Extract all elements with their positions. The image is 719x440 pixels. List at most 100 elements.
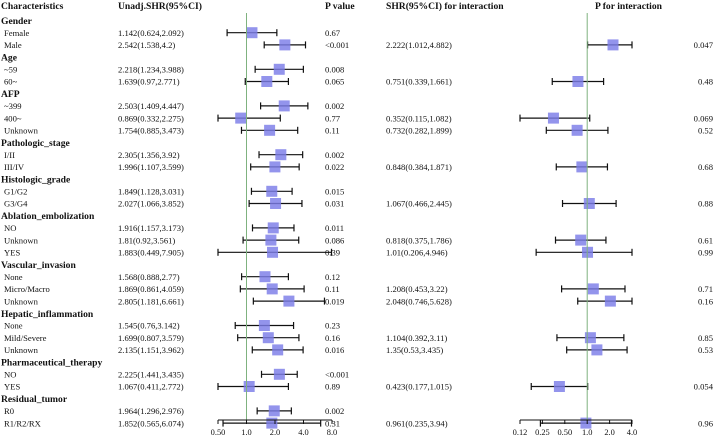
row-label: Unknown	[4, 296, 39, 306]
p-value: 0.11	[325, 126, 340, 136]
panel1-tick-label: 8.0	[327, 428, 337, 437]
p-interaction-value: 0.61	[698, 235, 713, 245]
interaction-shr-value: 0.352(0.115,1.082)	[386, 113, 452, 123]
unadj-shr-value: 2.027(1.066,3.852)	[118, 199, 184, 209]
unadj-shr-value: 0.869(0.332,2.275)	[118, 113, 184, 123]
panel2-point-estimate-27	[591, 344, 603, 356]
p-value: 0.008	[325, 65, 344, 75]
panel2-point-estimate-18	[575, 234, 587, 246]
panel2-point-estimate-15	[583, 198, 595, 209]
p-value: 0.31	[325, 418, 340, 428]
row-label: NO	[4, 223, 16, 233]
p-interaction-value: 0.88	[698, 199, 713, 209]
panel1-tick-label: 4.0	[298, 428, 308, 437]
p-value: 0.77	[325, 113, 341, 123]
row-label: ~59	[4, 65, 17, 75]
row-label: I/II	[4, 150, 15, 160]
panel1-point-estimate-22	[266, 283, 278, 295]
panel2-tick-label: 0.12	[513, 428, 528, 437]
interaction-shr-value: 1.35(0.53,3.435)	[386, 345, 443, 355]
panel2-point-estimate-22	[587, 283, 599, 295]
unadj-shr-value: 2.805(1.181,6.661)	[118, 296, 184, 306]
panel1-tick-label: 2.0	[270, 428, 280, 437]
group-label: Gender	[1, 16, 33, 27]
panel1-point-estimate-19	[267, 246, 279, 258]
row-label: None	[4, 321, 23, 331]
unadj-shr-value: 1.142(0.624,2.092)	[118, 28, 184, 38]
group-label: Histologic_grade	[1, 175, 71, 186]
axes: 0.50 1.0 2.0 4.0 8.0 0.12 0.25 0.50 1.0 2.0 4.0	[211, 13, 637, 437]
panel2-point-estimate-30	[553, 381, 565, 392]
panel1-tick-label: 1.0	[241, 428, 251, 437]
interaction-shr-value: 1.01(0.206,4.946)	[386, 248, 448, 258]
panel2-point-estimate-12	[576, 161, 588, 173]
panel1-point-estimate-32	[268, 405, 280, 417]
unadj-shr-value: 2.503(1.409,4.447)	[118, 101, 184, 111]
unadj-shr-value: 1.754(0.885,3.473)	[118, 126, 184, 136]
unadj-shr-value: 1.568(0.888,2.77)	[118, 272, 180, 282]
p-interaction-value: 0.85	[698, 333, 713, 343]
panel2-tick-label: 0.50	[557, 428, 572, 437]
panel1-point-estimate-23	[283, 295, 295, 307]
interaction-shr-value: 0.423(0.177,1.015)	[386, 382, 452, 392]
row-label: Female	[4, 28, 29, 38]
row-label: Unknown	[4, 235, 39, 245]
panel1-point-estimate-9	[264, 124, 276, 136]
panel1-point-estimate-14	[266, 185, 278, 197]
header-p-interaction: P for interaction	[595, 1, 663, 12]
p-value: 0.015	[325, 187, 344, 197]
unadj-shr-value: 1.916(1.157,3.173)	[118, 223, 184, 233]
panel1-point-estimate-5	[261, 76, 273, 87]
row-label: Unknown	[4, 126, 39, 136]
p-value: 0.031	[325, 199, 344, 209]
panel2-point-estimate-9	[571, 124, 583, 136]
panel1-point-estimate-15	[270, 198, 282, 209]
panel2-point-estimate-23	[604, 295, 616, 307]
p-interaction-value: 0.52	[698, 126, 713, 136]
row-label: YES	[4, 248, 20, 258]
group-label: Residual_tumor	[1, 394, 68, 405]
p-value: 0.16	[325, 333, 341, 343]
unadj-shr-value: 2.542(1.538,4.2)	[118, 40, 175, 50]
panel2-point-estimate-8	[547, 112, 559, 124]
panel1-point-estimate-29	[273, 368, 285, 380]
unadj-shr-value: 1.852(0.565,6.074)	[118, 418, 184, 428]
header-unadj-shr: Unadj.SHR(95%CI)	[118, 1, 202, 12]
unadj-shr-value: 1.699(0.807,3.579)	[118, 333, 184, 343]
unadj-shr-value: 1.639(0.97,2.771)	[118, 77, 180, 87]
p-value: 0.23	[325, 321, 340, 331]
panel1-point-estimate-21	[259, 271, 271, 283]
p-value: 0.065	[325, 77, 344, 87]
unadj-shr-value: 2.135(1.151,3.962)	[118, 345, 184, 355]
row-label: Male	[4, 40, 22, 50]
interaction-shr-value: 0.961(0.235,3.94)	[386, 418, 448, 428]
panel2-point-estimate-5	[572, 76, 584, 87]
row-label: ~399	[4, 101, 22, 111]
unadj-shr-value: 2.305(1.356,3.92)	[118, 150, 180, 160]
p-value: 0.011	[325, 223, 344, 233]
panel1-point-estimate-2	[279, 39, 291, 51]
panel1-point-estimate-11	[275, 149, 287, 161]
p-value: 0.89	[325, 382, 340, 392]
panel1-point-estimate-26	[262, 332, 274, 344]
group-label: Pharmaceutical_therapy	[1, 358, 102, 369]
p-interaction-value: 0.53	[698, 345, 713, 355]
row-label: G1/G2	[4, 187, 27, 197]
row-label: None	[4, 272, 23, 282]
panel1-point-estimate-8	[235, 112, 247, 124]
panel1-point-estimate-17	[267, 222, 279, 234]
panel2-point-estimate-33	[580, 417, 592, 429]
header-characteristics: Characteristics	[1, 1, 64, 12]
p-value: 0.002	[325, 101, 344, 111]
panel2-tick-label: 0.25	[535, 428, 550, 437]
row-label: 60~	[4, 77, 18, 87]
panel1-point-estimate-33	[266, 417, 278, 429]
row-label: Unknown	[4, 345, 39, 355]
p-value: 0.39	[325, 248, 340, 258]
column-headers: Characteristics Unadj.SHR(95%CI) P value…	[1, 1, 663, 12]
interaction-shr-value: 0.848(0.384,1.871)	[386, 162, 452, 172]
row-label: YES	[4, 382, 20, 392]
p-interaction-value: 0.99	[698, 248, 713, 258]
